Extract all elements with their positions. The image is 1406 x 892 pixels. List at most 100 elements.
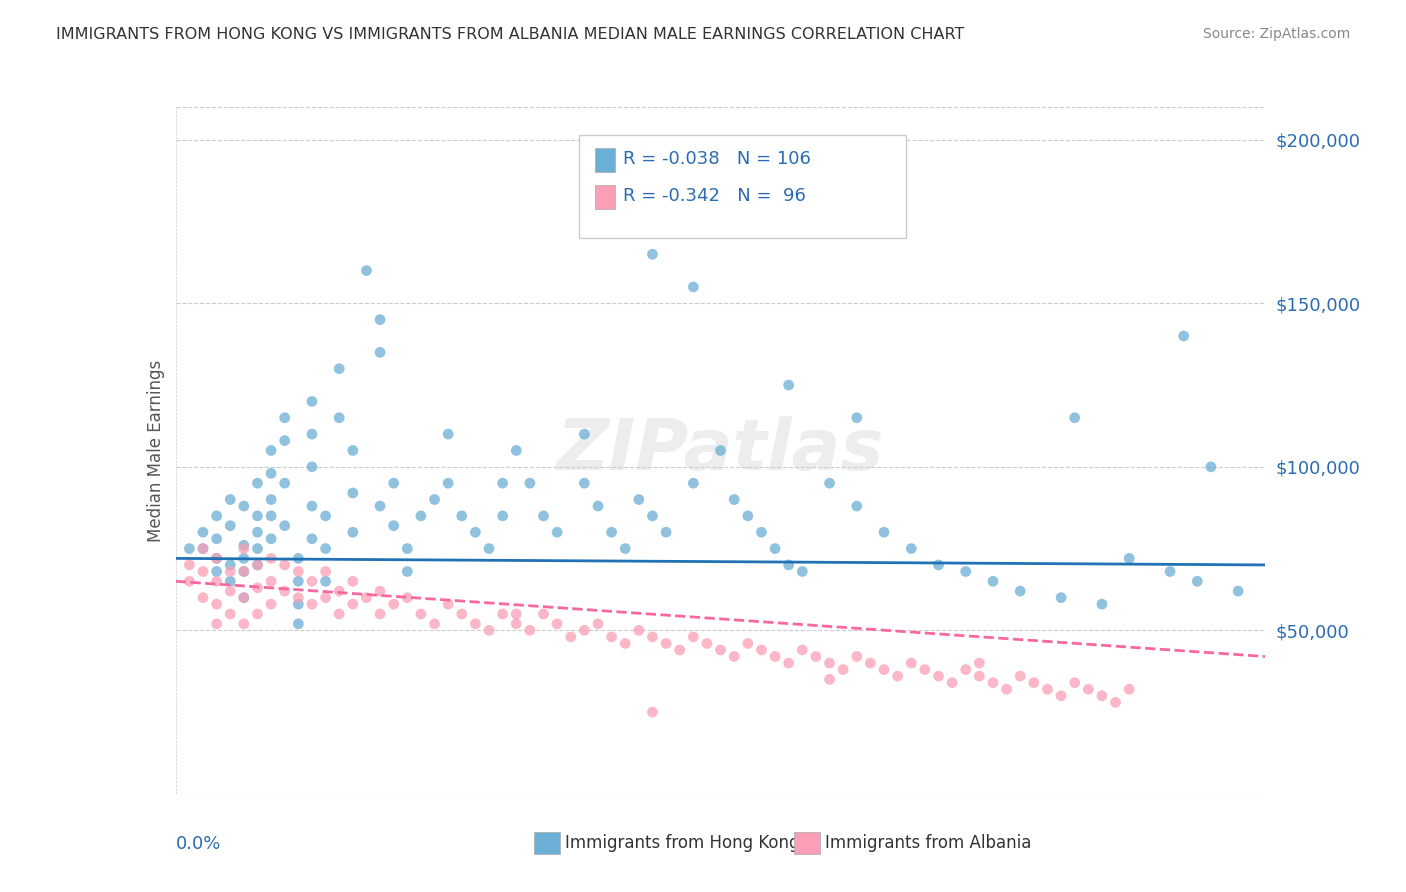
Point [778, 558, 800, 572]
Point [205, 532, 228, 546]
Point [763, 541, 786, 556]
Point [641, 508, 664, 523]
Point [260, 551, 283, 566]
Point [668, 643, 690, 657]
Point [232, 591, 254, 605]
Point [246, 558, 269, 572]
Point [328, 361, 350, 376]
Point [627, 624, 650, 638]
Point [260, 508, 283, 523]
Point [723, 492, 745, 507]
Point [1104, 695, 1126, 709]
Point [682, 476, 704, 491]
Point [315, 574, 337, 589]
Point [778, 656, 800, 670]
Point [191, 591, 214, 605]
Point [179, 558, 201, 572]
Point [382, 597, 405, 611]
Point [274, 558, 297, 572]
Point [274, 476, 297, 491]
Text: Immigrants from Hong Kong: Immigrants from Hong Kong [565, 834, 800, 852]
Point [368, 607, 391, 621]
Point [969, 669, 991, 683]
Point [382, 518, 405, 533]
Point [191, 525, 214, 540]
Point [832, 663, 855, 677]
Text: ZIPatlas: ZIPatlas [557, 416, 884, 485]
Y-axis label: Median Male Earnings: Median Male Earnings [146, 359, 165, 541]
Point [260, 597, 283, 611]
Point [1199, 459, 1222, 474]
Point [246, 541, 269, 556]
Point [342, 486, 364, 500]
Point [818, 476, 841, 491]
Point [328, 410, 350, 425]
Point [941, 675, 963, 690]
Point [382, 476, 405, 491]
Point [1227, 584, 1250, 599]
Point [914, 663, 936, 677]
Point [260, 467, 283, 481]
Point [232, 541, 254, 556]
Point [301, 597, 323, 611]
Point [614, 636, 637, 650]
Point [246, 581, 269, 595]
Point [287, 565, 309, 579]
Point [818, 656, 841, 670]
Text: 0.0%: 0.0% [176, 835, 221, 853]
Point [246, 607, 269, 621]
Point [205, 597, 228, 611]
Point [1077, 682, 1099, 697]
Point [1050, 689, 1073, 703]
Point [1010, 584, 1032, 599]
FancyBboxPatch shape [579, 135, 905, 237]
Point [464, 525, 486, 540]
Point [342, 443, 364, 458]
Point [845, 649, 868, 664]
Point [1063, 410, 1085, 425]
Point [1091, 597, 1114, 611]
Point [533, 508, 555, 523]
Point [232, 591, 254, 605]
Text: Immigrants from Albania: Immigrants from Albania [825, 834, 1032, 852]
Point [342, 597, 364, 611]
Point [219, 558, 242, 572]
Point [328, 584, 350, 599]
Point [274, 584, 297, 599]
Point [356, 263, 378, 277]
Point [205, 508, 228, 523]
Point [232, 616, 254, 631]
Point [478, 541, 501, 556]
Point [519, 624, 541, 638]
Point [301, 574, 323, 589]
Point [574, 476, 596, 491]
Point [246, 476, 269, 491]
Point [342, 574, 364, 589]
Point [464, 616, 486, 631]
Point [778, 378, 800, 392]
Point [955, 663, 977, 677]
Point [301, 459, 323, 474]
Point [586, 616, 609, 631]
Point [751, 525, 773, 540]
Point [205, 616, 228, 631]
Point [792, 643, 814, 657]
Point [873, 525, 896, 540]
Point [995, 682, 1018, 697]
Point [315, 565, 337, 579]
Point [928, 558, 950, 572]
Point [751, 643, 773, 657]
Point [423, 616, 446, 631]
Point [356, 591, 378, 605]
Point [274, 434, 297, 448]
Point [179, 541, 201, 556]
Point [191, 565, 214, 579]
Point [492, 607, 515, 621]
Point [396, 541, 419, 556]
Point [737, 508, 759, 523]
Point [533, 607, 555, 621]
Point [368, 345, 391, 359]
Point [450, 508, 472, 523]
Point [437, 597, 460, 611]
Point [301, 499, 323, 513]
